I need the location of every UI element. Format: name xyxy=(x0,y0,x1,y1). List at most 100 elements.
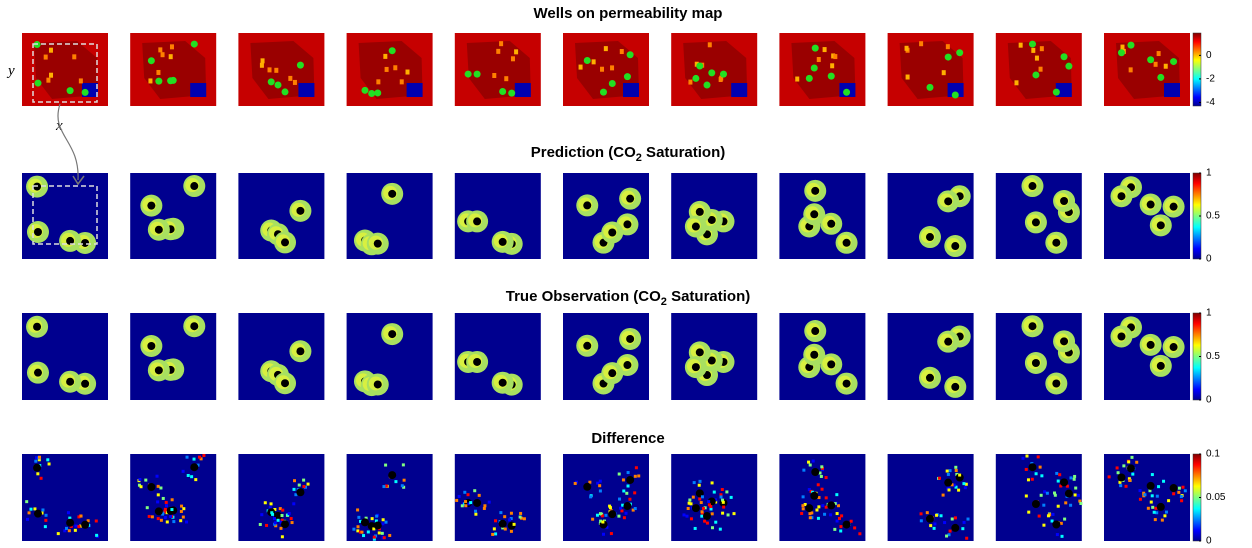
pixel xyxy=(281,535,284,538)
well xyxy=(926,374,934,382)
well xyxy=(1053,89,1060,96)
well xyxy=(190,322,198,330)
pixel xyxy=(625,512,628,515)
pixel xyxy=(1150,501,1153,504)
well xyxy=(499,520,507,528)
pixel xyxy=(946,470,949,473)
pixel xyxy=(1128,479,1131,482)
panel xyxy=(455,454,541,541)
pixel xyxy=(373,536,376,539)
pixel xyxy=(259,523,262,526)
pixel xyxy=(292,502,295,505)
pixel xyxy=(1055,472,1058,475)
pixel xyxy=(25,500,28,503)
pixel xyxy=(1161,519,1164,522)
pixel xyxy=(688,502,691,505)
well xyxy=(600,89,607,96)
pixel xyxy=(464,504,467,507)
pixel xyxy=(1117,471,1120,474)
pixel xyxy=(166,520,169,523)
pixel xyxy=(1116,466,1119,469)
pixel xyxy=(940,514,943,517)
well xyxy=(1052,379,1060,387)
pixel xyxy=(44,519,47,522)
pixel xyxy=(478,494,481,497)
pixel xyxy=(967,518,970,521)
pixel xyxy=(388,534,391,537)
pixel xyxy=(1157,51,1161,56)
pixel xyxy=(95,519,98,522)
pixel xyxy=(823,47,827,52)
well xyxy=(627,51,634,58)
pixel xyxy=(1035,56,1039,61)
pixel xyxy=(302,479,305,482)
pixel xyxy=(1061,535,1064,538)
pixel xyxy=(850,520,853,523)
region xyxy=(1164,83,1180,97)
colorbar xyxy=(1193,33,1201,106)
pixel xyxy=(1025,455,1028,458)
pixel xyxy=(260,513,263,516)
well xyxy=(33,323,41,331)
pixel xyxy=(265,524,268,527)
well xyxy=(944,479,952,487)
well xyxy=(945,54,952,61)
pixel xyxy=(523,517,526,520)
pixel xyxy=(610,532,613,535)
pixel xyxy=(1074,493,1077,496)
well xyxy=(951,383,959,391)
axis-label: y xyxy=(6,63,15,79)
pixel xyxy=(375,515,378,518)
pixel xyxy=(182,470,185,473)
colorbar-tick-label: 0.05 xyxy=(1206,492,1226,503)
pixel xyxy=(618,473,621,476)
pixel xyxy=(288,76,292,81)
pixel xyxy=(701,495,704,498)
pixel xyxy=(945,535,948,538)
pixel xyxy=(604,514,607,517)
pixel xyxy=(458,495,461,498)
colorbar-tick-label: 0.1 xyxy=(1206,449,1220,460)
well xyxy=(1052,520,1060,528)
well xyxy=(155,366,163,374)
well xyxy=(81,521,89,529)
pixel xyxy=(836,512,839,515)
pixel xyxy=(942,494,945,497)
pixel xyxy=(720,495,723,498)
well xyxy=(944,338,952,346)
pixel xyxy=(954,466,957,469)
pixel xyxy=(45,514,48,517)
well xyxy=(1147,341,1155,349)
pixel xyxy=(187,474,190,477)
well xyxy=(810,351,818,359)
well xyxy=(147,342,155,350)
pixel xyxy=(1037,455,1040,458)
pixel xyxy=(812,460,815,463)
well xyxy=(147,483,155,491)
pixel xyxy=(165,504,168,507)
pixel xyxy=(393,65,397,70)
well xyxy=(609,80,616,87)
region xyxy=(298,83,314,97)
pixel xyxy=(815,509,818,512)
pixel xyxy=(400,79,404,84)
well xyxy=(1065,490,1073,498)
well xyxy=(473,499,481,507)
pixel xyxy=(949,530,952,533)
pixel xyxy=(1058,473,1061,476)
pixel xyxy=(44,55,48,60)
pixel xyxy=(382,485,385,488)
well xyxy=(806,75,813,82)
pixel xyxy=(954,516,957,519)
pixel xyxy=(362,534,365,537)
pixel xyxy=(962,482,965,485)
pixel xyxy=(182,516,185,519)
well xyxy=(623,502,631,510)
pixel xyxy=(156,475,159,478)
pixel xyxy=(591,518,594,521)
pixel xyxy=(503,515,506,518)
well xyxy=(296,488,304,496)
pixel xyxy=(693,481,696,484)
well xyxy=(281,520,289,528)
pixel xyxy=(67,511,70,514)
